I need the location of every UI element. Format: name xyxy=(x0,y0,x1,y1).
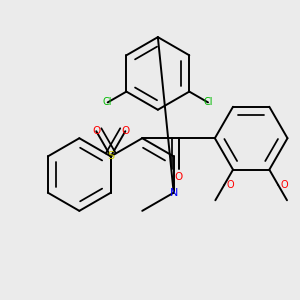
Text: O: O xyxy=(121,126,129,136)
Text: Cl: Cl xyxy=(203,98,213,107)
Text: Cl: Cl xyxy=(103,98,112,107)
Text: N: N xyxy=(169,188,178,198)
Text: O: O xyxy=(226,180,234,190)
Text: S: S xyxy=(107,152,114,161)
Text: O: O xyxy=(280,180,288,190)
Text: O: O xyxy=(174,172,183,182)
Text: O: O xyxy=(92,126,100,136)
